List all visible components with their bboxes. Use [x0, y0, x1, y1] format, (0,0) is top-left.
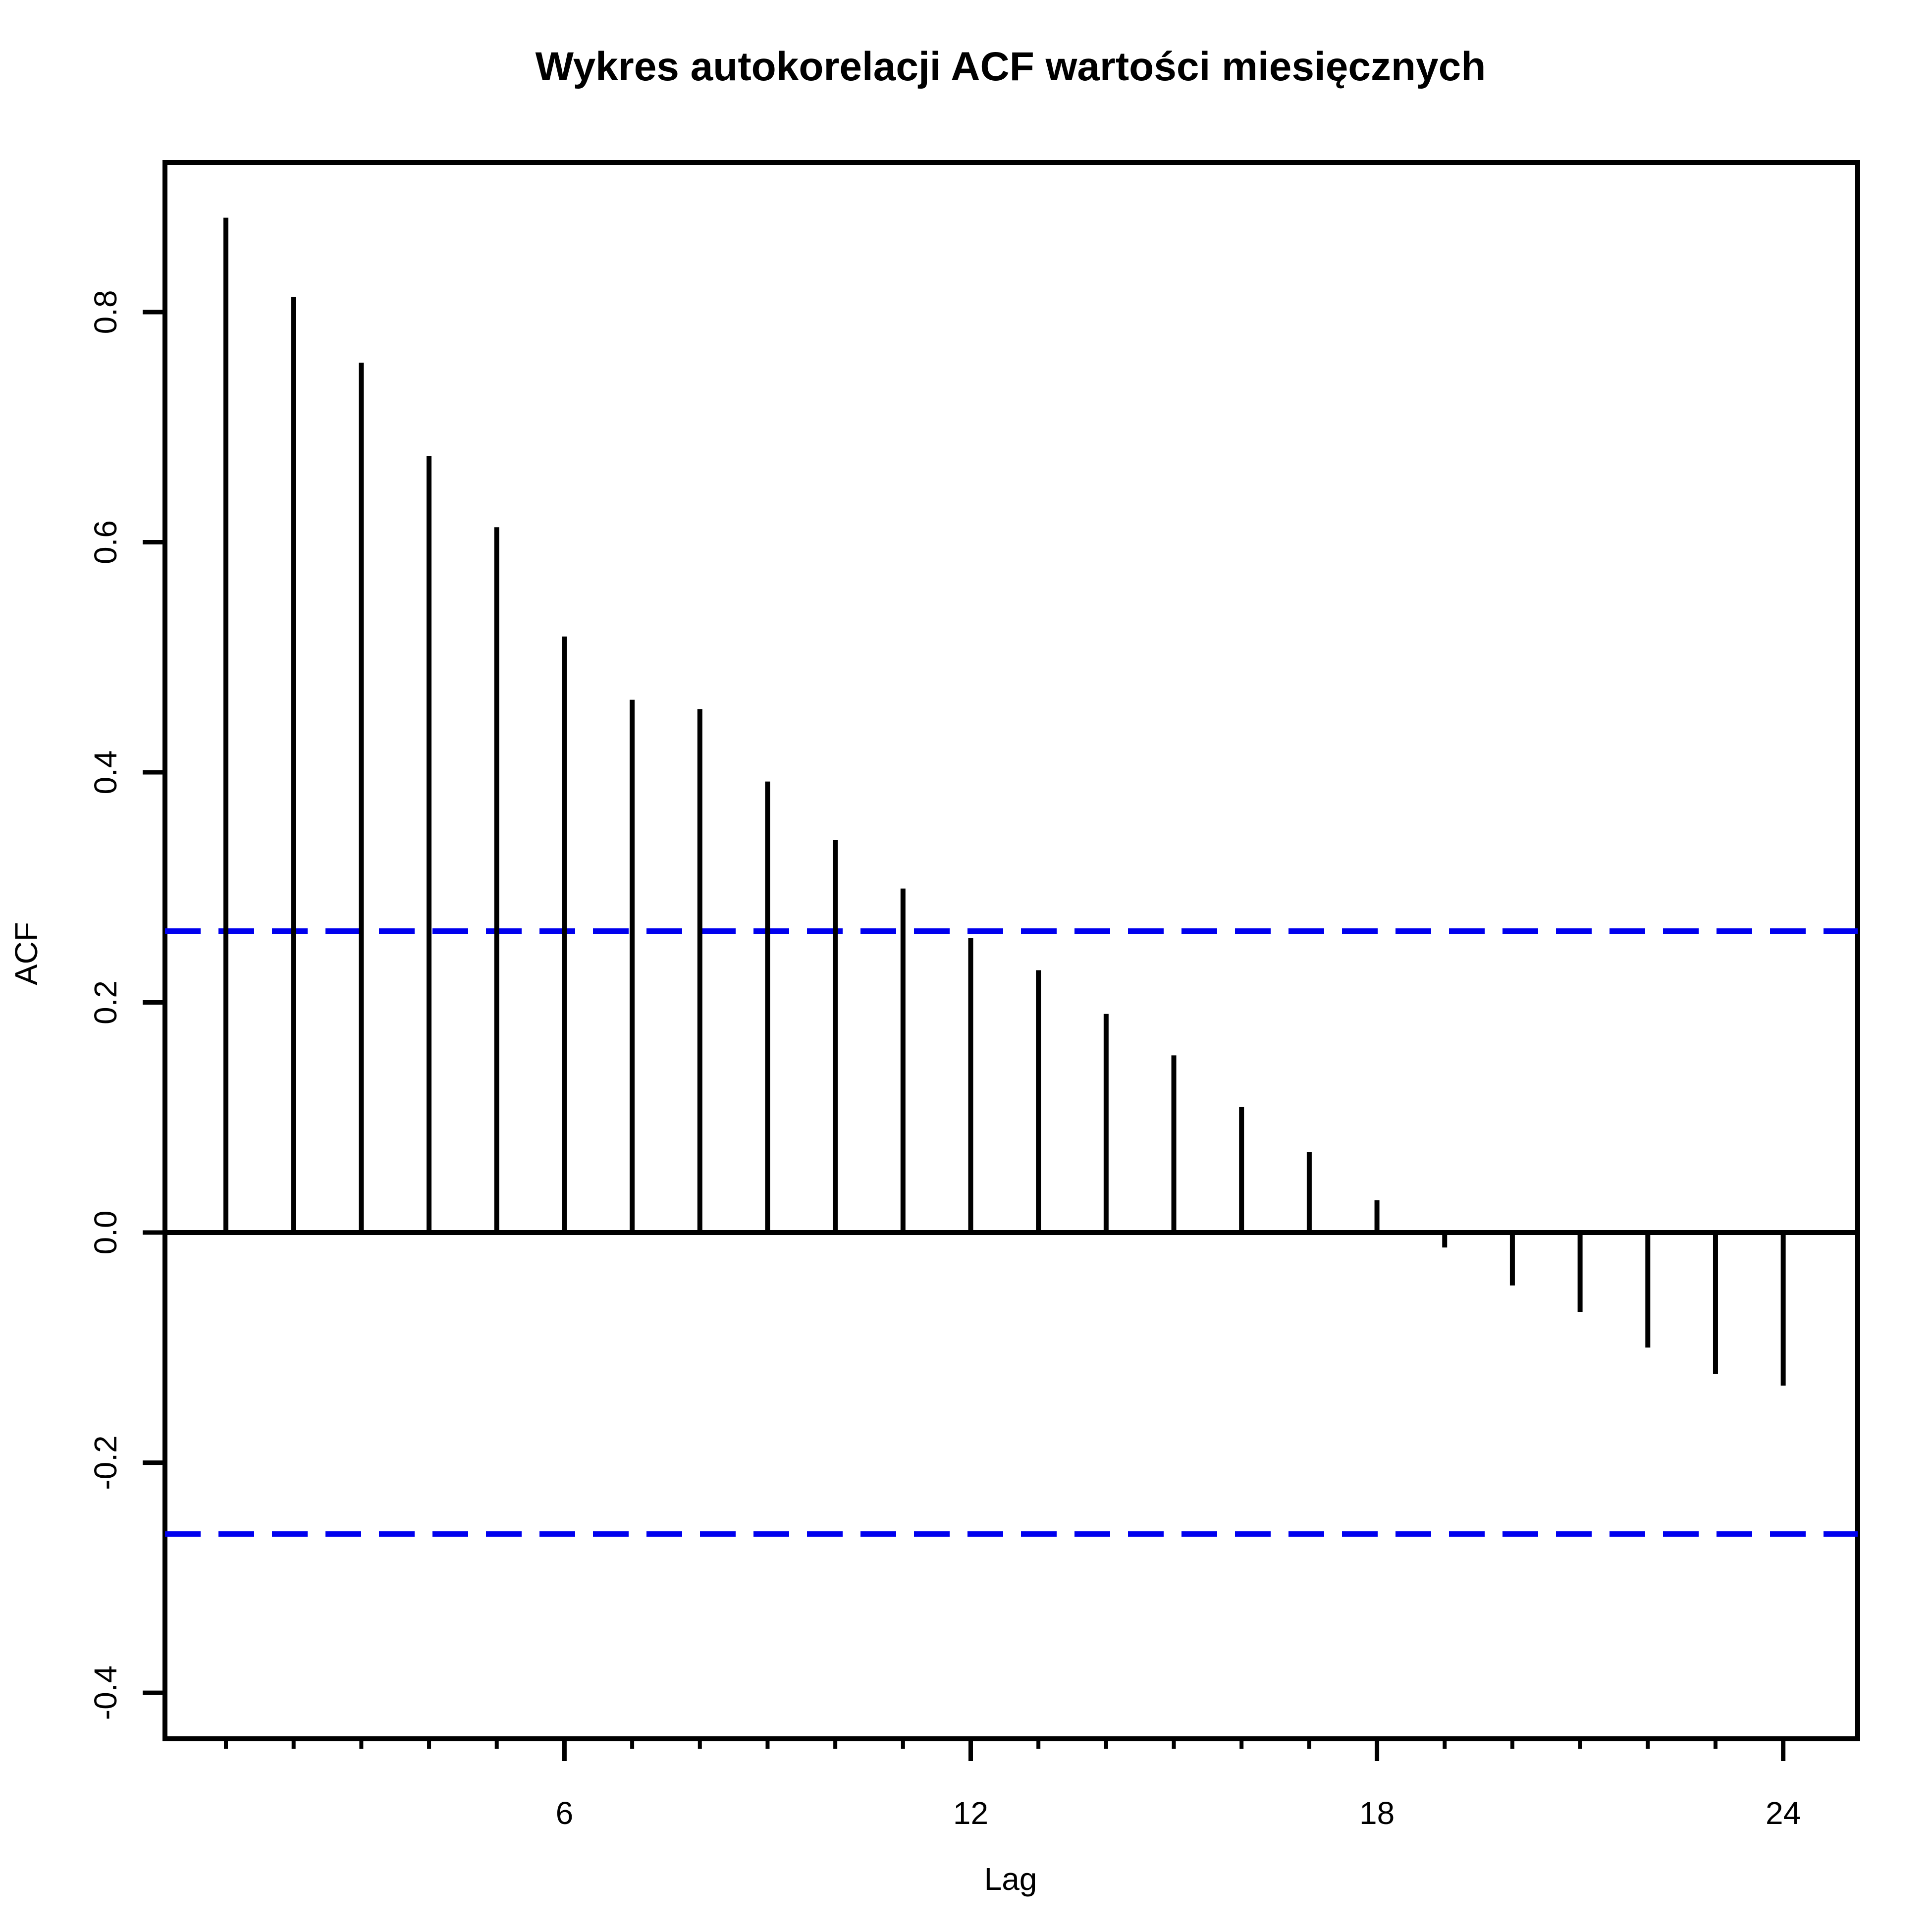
y-axis-label: ACF	[8, 922, 44, 985]
y-tick-label-3: 0.2	[88, 980, 123, 1024]
y-tick-label-5: 0.6	[88, 520, 123, 564]
y-tick-label-6: 0.8	[88, 290, 123, 334]
plot-area: 6 12 18 24 -0.4 -0.2 0.0 0.2 0.4 0.6 0.8	[88, 160, 1860, 1831]
plot-frame	[162, 160, 1860, 1741]
y-tick-label-2: 0.0	[88, 1211, 123, 1255]
x-axis-label: Lag	[984, 1861, 1037, 1897]
y-tick-label-4: 0.4	[88, 751, 123, 795]
x-tick-label-12: 12	[953, 1795, 988, 1831]
chart-title: Wykres autokorelacji ACF wartości miesię…	[536, 44, 1486, 89]
x-tick-label-6: 6	[556, 1795, 574, 1831]
y-tick-label-0: -0.4	[88, 1665, 123, 1720]
x-tick-label-18: 18	[1359, 1795, 1395, 1831]
x-tick-label-24: 24	[1766, 1795, 1801, 1831]
y-tick-label-1: -0.2	[88, 1435, 123, 1490]
